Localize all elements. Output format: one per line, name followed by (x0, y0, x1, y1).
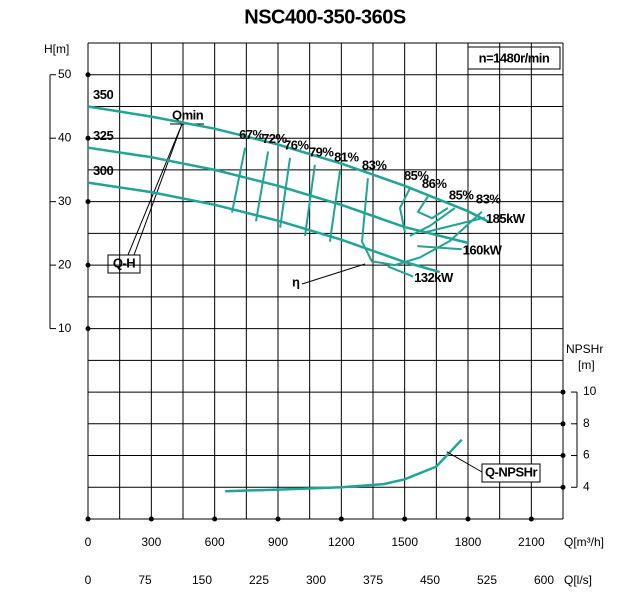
x-tick-label: 2100 (518, 535, 545, 549)
efficiency-label: 72% (262, 131, 287, 146)
x2-tick-label: 150 (192, 573, 212, 587)
efficiency-contour (394, 211, 483, 267)
x-tick-label: 1500 (391, 535, 418, 549)
efficiency-label: 85% (404, 168, 429, 183)
qh-box (107, 254, 141, 274)
y-tick-label: 40 (58, 130, 72, 144)
power-line (387, 265, 414, 278)
y-tick-dot (85, 326, 91, 332)
y-axis-label: H[m] (44, 42, 69, 56)
efficiency-label: 67% (239, 127, 264, 142)
y2-tick-dot (560, 421, 566, 427)
series-label: 300 (93, 163, 113, 178)
x-tick-dot (528, 516, 534, 522)
x2-tick-label: 0 (85, 573, 92, 587)
y-tick-dot (85, 135, 91, 141)
power-label: 160kW (463, 243, 503, 258)
y-tick-label: 20 (58, 257, 72, 271)
eta-pointer (301, 263, 366, 285)
x-tick-dot (338, 516, 344, 522)
x-tick-label: 600 (205, 535, 225, 549)
y2-tick-label: 8 (583, 416, 590, 430)
y-tick-dot (85, 72, 91, 78)
x-tick-dot (212, 516, 218, 522)
y2-tick-dot (560, 453, 566, 459)
power-line (425, 216, 486, 234)
efficiency-label: 83% (362, 158, 387, 173)
power-label: 185kW (486, 211, 526, 226)
y2-axis-unit: [m] (578, 358, 595, 372)
x-tick-dot (85, 516, 91, 522)
efficiency-contour (360, 178, 396, 267)
series-label: Q-NPSHr (485, 464, 538, 479)
x2-tick-label: 225 (249, 573, 269, 587)
efficiency-label: 76% (284, 137, 309, 152)
x2-tick-label: 450 (420, 573, 440, 587)
efficiency-label: 81% (334, 149, 359, 164)
x2-tick-label: 600 (534, 573, 554, 587)
efficiency-contour (304, 164, 316, 237)
y2-tick-label: 4 (583, 479, 590, 493)
efficiency-label: 83% (476, 191, 501, 206)
y2-tick-dot (560, 484, 566, 490)
x-tick-dot (275, 516, 281, 522)
x2-tick-label: 300 (306, 573, 326, 587)
efficiency-contour (231, 147, 247, 213)
speed-label: n=1480r/min (479, 50, 550, 65)
npsh-curve (225, 438, 463, 493)
efficiency-label: 86% (422, 176, 447, 191)
efficiency-contour (416, 196, 449, 220)
efficiency-contour (279, 157, 291, 228)
efficiency-label: 79% (309, 144, 334, 159)
x2-tick-label: 375 (363, 573, 383, 587)
x-tick-dot (148, 516, 154, 522)
x2-tick-label: 75 (138, 573, 152, 587)
y-tick-dot (85, 199, 91, 205)
x-tick-label: 1800 (455, 535, 482, 549)
power-label: 132kW (414, 270, 454, 285)
y-tick-label: 50 (58, 67, 72, 81)
y2-tick-dot (560, 389, 566, 395)
y-tick-label: 10 (58, 321, 72, 335)
efficiency-contour (409, 207, 456, 237)
qmin-label: Qmin (172, 107, 204, 122)
y-tick-dot (85, 262, 91, 268)
qh-label: Q-H (113, 255, 135, 270)
x-axis-label: Q[m³/h] (564, 535, 604, 549)
x-tick-label: 0 (85, 535, 92, 549)
series-label: 325 (93, 128, 113, 143)
npsh-box (481, 463, 541, 483)
x-tick-label: 1200 (328, 535, 355, 549)
npsh-pointer (446, 451, 483, 473)
y2-axis-label: NPSHr (566, 342, 603, 356)
chart-title: NSC400-350-360S (244, 6, 406, 28)
x2-axis-label: Q[l/s] (564, 573, 592, 587)
efficiency-contour (398, 187, 411, 233)
x-tick-label: 900 (268, 535, 288, 549)
power-line (417, 245, 462, 251)
series-label: 350 (93, 87, 113, 102)
efficiency-contour (328, 169, 342, 242)
x-tick-dot (465, 516, 471, 522)
efficiency-label: 85% (449, 187, 474, 202)
y2-tick-label: 6 (583, 448, 590, 462)
x2-tick-label: 525 (477, 573, 497, 587)
qh-curve (87, 105, 490, 224)
x-tick-dot (402, 516, 408, 522)
y2-tick-label: 10 (583, 384, 597, 398)
y-tick-label: 30 (58, 194, 72, 208)
efficiency-contour (255, 151, 270, 222)
eta-label: η (292, 274, 300, 289)
qh-curve (87, 181, 441, 274)
x-tick-label: 300 (141, 535, 161, 549)
